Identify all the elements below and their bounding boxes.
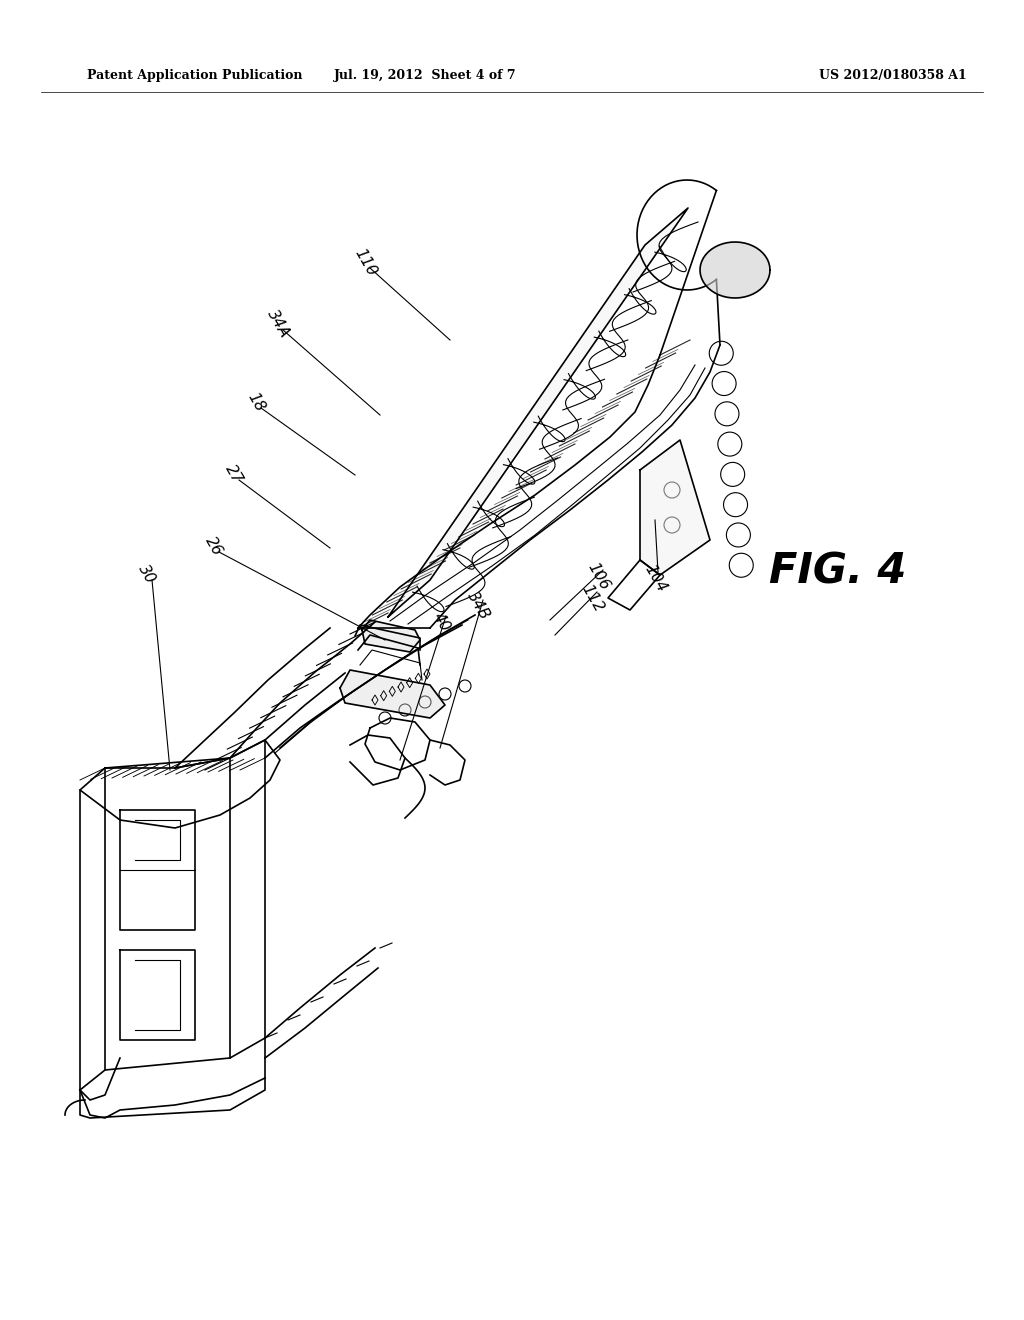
- Text: 34B: 34B: [464, 589, 492, 623]
- Polygon shape: [640, 440, 710, 576]
- Text: 30: 30: [135, 562, 159, 586]
- Polygon shape: [362, 620, 420, 652]
- Text: 26: 26: [203, 533, 225, 558]
- Text: 27: 27: [222, 462, 246, 486]
- Text: 112: 112: [579, 582, 606, 614]
- Polygon shape: [700, 242, 770, 298]
- Text: US 2012/0180358 A1: US 2012/0180358 A1: [819, 69, 967, 82]
- Text: Jul. 19, 2012  Sheet 4 of 7: Jul. 19, 2012 Sheet 4 of 7: [334, 69, 516, 82]
- Text: 18: 18: [245, 389, 267, 414]
- Text: 34A: 34A: [264, 308, 292, 341]
- Text: 40: 40: [430, 610, 453, 634]
- Text: 110: 110: [351, 246, 379, 279]
- Text: FIG. 4: FIG. 4: [769, 550, 906, 593]
- Polygon shape: [340, 671, 445, 718]
- Text: 106: 106: [585, 560, 611, 593]
- Polygon shape: [388, 209, 688, 616]
- Text: Patent Application Publication: Patent Application Publication: [87, 69, 302, 82]
- Text: 104: 104: [641, 561, 669, 594]
